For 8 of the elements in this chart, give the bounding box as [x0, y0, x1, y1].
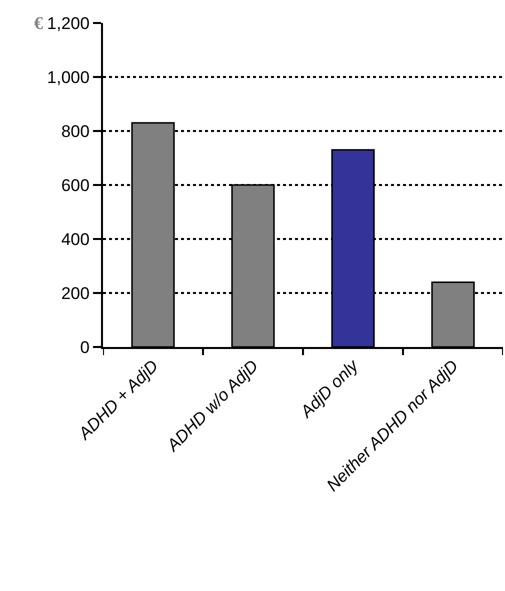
y-tick-label: 400 — [61, 230, 90, 249]
y-tick-label: 800 — [61, 122, 90, 141]
y-tick-label: 1,200 — [47, 14, 90, 33]
y-tick-label: 200 — [61, 284, 90, 303]
y-tick-label: 1,000 — [47, 68, 90, 87]
y-tick-label: 600 — [61, 176, 90, 195]
y-tick-label: 0 — [80, 338, 90, 357]
y-axis-title: € — [34, 13, 43, 33]
